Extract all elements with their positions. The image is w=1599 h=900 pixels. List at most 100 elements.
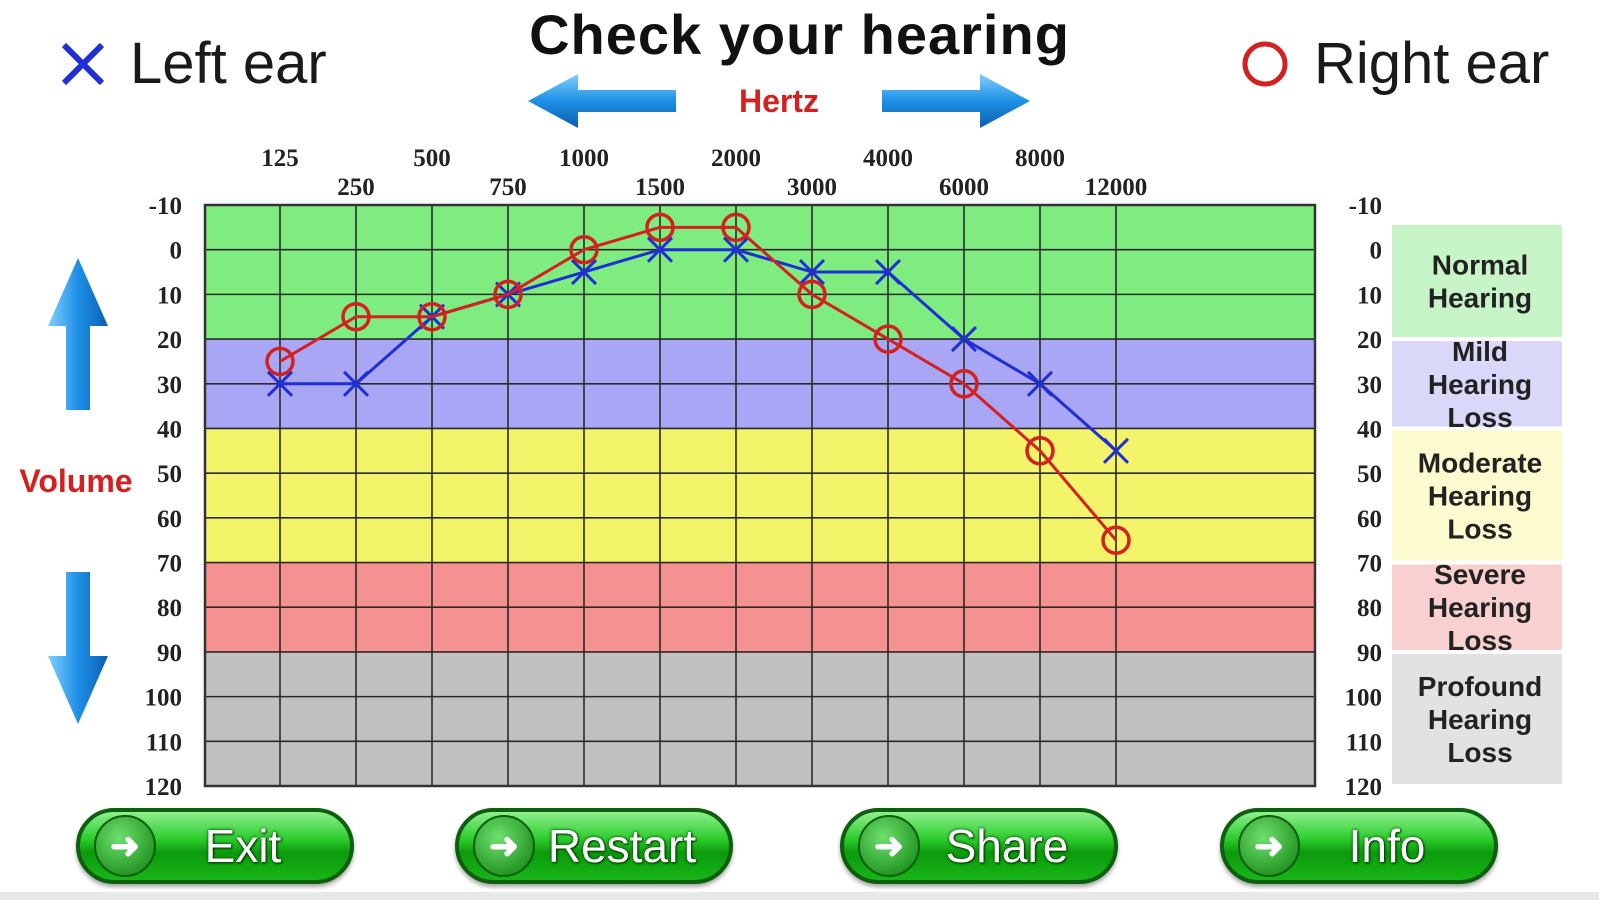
x-marker-stroke bbox=[798, 258, 826, 286]
x-tick-label: 750 bbox=[489, 174, 527, 201]
y-tick-label-left: 10 bbox=[157, 282, 182, 309]
x-marker-icon bbox=[61, 42, 105, 85]
hearing-key-box bbox=[1392, 653, 1562, 784]
page-title: Check your hearing bbox=[529, 3, 1070, 66]
x-marker-stroke bbox=[874, 258, 902, 286]
hearing-key-label-line: Loss bbox=[1447, 402, 1512, 433]
bottom-divider bbox=[0, 892, 1599, 900]
right-ear-point bbox=[417, 301, 447, 332]
right-ear-point bbox=[645, 212, 675, 243]
right-ear-point bbox=[1025, 436, 1055, 466]
x-marker-stroke bbox=[494, 281, 522, 308]
right-ear-point bbox=[493, 279, 523, 310]
x-tick-label: 12000 bbox=[1085, 174, 1148, 201]
plot-frame bbox=[203, 203, 1317, 788]
x-tick-label: 3000 bbox=[787, 174, 837, 201]
y-tick-label-right: 80 bbox=[1357, 595, 1382, 622]
x-marker-stroke bbox=[418, 303, 446, 330]
y-tick-label-left: -10 bbox=[149, 193, 182, 220]
x-marker-stroke bbox=[874, 258, 902, 286]
x-tick-label: 125 bbox=[261, 145, 299, 172]
x-marker-stroke bbox=[950, 326, 978, 353]
x-tick-label: 4000 bbox=[863, 145, 913, 172]
legend-right-label: Right ear bbox=[1314, 31, 1550, 96]
arrow-left-icon bbox=[528, 74, 676, 128]
restart-button[interactable]: ➜ Restart bbox=[455, 808, 733, 884]
y-tick-label-right: 0 bbox=[1370, 238, 1383, 265]
left-ear-point bbox=[722, 236, 750, 263]
x-marker-stroke bbox=[342, 370, 370, 397]
arrow-right-icon: ➜ bbox=[94, 815, 156, 877]
series-line-right-ear bbox=[279, 225, 1118, 542]
y-tick-label-left: 0 bbox=[170, 238, 183, 265]
exit-button[interactable]: ➜ Exit bbox=[76, 808, 354, 884]
hearing-key-label-line: Severe bbox=[1434, 559, 1526, 590]
y-tick-label-left: 40 bbox=[157, 416, 182, 443]
y-tick-label-right: 50 bbox=[1357, 461, 1382, 488]
band-severe-hearing-loss bbox=[205, 562, 1315, 652]
x-marker-stroke bbox=[1102, 437, 1130, 464]
arrow-right-icon: ➜ bbox=[473, 815, 535, 877]
left-ear-point bbox=[418, 303, 446, 330]
hearing-key-box bbox=[1392, 430, 1562, 561]
x-marker-stroke bbox=[494, 281, 522, 308]
y-tick-label-right: 120 bbox=[1345, 774, 1383, 801]
x-marker-stroke bbox=[1026, 370, 1054, 397]
info-button[interactable]: ➜ Info bbox=[1220, 808, 1498, 884]
y-tick-label-left: 20 bbox=[157, 327, 182, 354]
hearing-key-label-line: Hearing bbox=[1428, 481, 1532, 512]
hearing-key-label: Profound Hearing Loss bbox=[1418, 671, 1542, 768]
right-ear-point bbox=[569, 234, 599, 265]
band-normal-hearing bbox=[205, 205, 1315, 340]
hearing-key-label-line: Hearing bbox=[1428, 592, 1532, 623]
x-marker-stroke bbox=[722, 236, 750, 263]
y-tick-label-left: 70 bbox=[157, 551, 182, 578]
band-moderate-hearing-loss bbox=[205, 428, 1315, 563]
x-marker-stroke bbox=[722, 236, 750, 263]
y-tick-label-left: 120 bbox=[145, 774, 183, 801]
legend-right-ear: Right ear bbox=[1240, 30, 1549, 97]
hearing-key-label-line: Loss bbox=[1447, 514, 1512, 545]
legend-left-label: Left ear bbox=[130, 31, 327, 96]
circle-marker-icon bbox=[1242, 41, 1288, 86]
x-tick-label: 500 bbox=[413, 145, 451, 172]
x-tick-label: 1500 bbox=[635, 174, 685, 201]
x-marker-stroke bbox=[950, 326, 978, 353]
y-tick-label-right: -10 bbox=[1349, 193, 1382, 220]
hearing-key-box bbox=[1392, 341, 1562, 427]
y-tick-label-left: 30 bbox=[157, 372, 182, 399]
series-line-left-ear bbox=[280, 248, 1117, 452]
left-ear-point bbox=[950, 326, 978, 353]
hearing-key-label-line: Hearing bbox=[1428, 283, 1532, 314]
x-tick-label: 2000 bbox=[711, 145, 761, 172]
y-tick-label-right: 110 bbox=[1346, 729, 1382, 756]
right-ear-point bbox=[873, 324, 903, 354]
y-tick-label-left: 90 bbox=[157, 640, 182, 667]
x-tick-label: 1000 bbox=[559, 145, 609, 172]
left-ear-point bbox=[874, 258, 902, 286]
x-marker-stroke bbox=[342, 370, 370, 397]
x-marker-stroke bbox=[798, 258, 826, 286]
x-tick-label: 8000 bbox=[1015, 145, 1065, 172]
x-marker-stroke bbox=[646, 236, 674, 263]
x-marker-stroke bbox=[266, 370, 294, 397]
y-tick-label-left: 50 bbox=[157, 461, 182, 488]
arrow-right-icon: ➜ bbox=[858, 815, 920, 877]
share-button[interactable]: ➜ Share bbox=[840, 808, 1118, 884]
left-ear-point bbox=[342, 370, 370, 397]
left-ear-point bbox=[266, 370, 294, 397]
y-tick-label-right: 20 bbox=[1357, 327, 1382, 354]
hearing-key-label-line: Loss bbox=[1447, 737, 1512, 768]
x-tick-label: 6000 bbox=[939, 174, 989, 201]
x-marker-stroke bbox=[1026, 370, 1054, 397]
right-ear-point bbox=[265, 346, 295, 377]
right-ear-point bbox=[341, 301, 371, 332]
x-marker-stroke bbox=[646, 236, 674, 263]
left-ear-point bbox=[646, 236, 674, 263]
x-tick-label: 250 bbox=[337, 174, 375, 201]
hearing-key-label: Normal Hearing bbox=[1428, 250, 1532, 314]
right-ear-point bbox=[1101, 525, 1131, 555]
hearing-key-label-line: Mild bbox=[1452, 336, 1508, 367]
arrow-down-icon bbox=[48, 572, 108, 724]
y-tick-label-right: 30 bbox=[1357, 372, 1382, 399]
